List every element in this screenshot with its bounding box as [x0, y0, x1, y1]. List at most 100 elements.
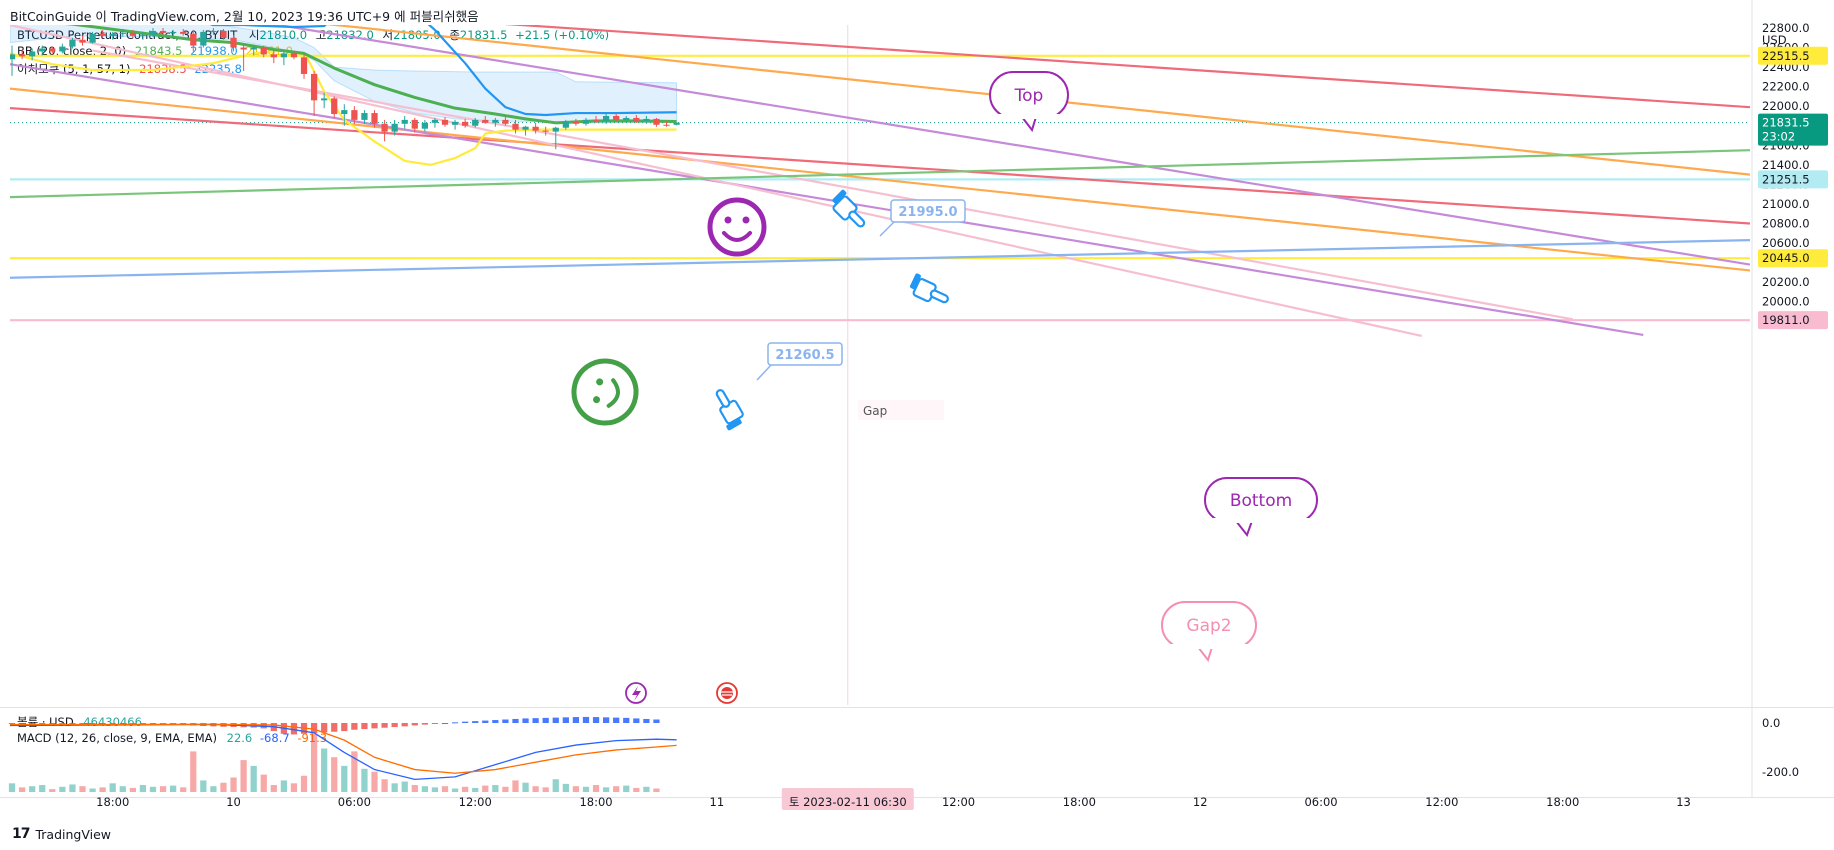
gap-label-bg — [858, 400, 944, 420]
candle-body-21 — [220, 30, 227, 38]
price-label-21995-text: 21995.0 — [898, 205, 957, 220]
time-tick-label: 13 — [1676, 795, 1691, 809]
macd-hist-bar-54 — [552, 717, 559, 723]
bottom-callout-tail-mask — [1211, 518, 1311, 523]
macd-hist-bar-33 — [341, 723, 348, 732]
volume-bar-46 — [472, 787, 479, 792]
volume-bar-50 — [512, 780, 519, 792]
volume-bar-57 — [582, 786, 590, 792]
price-tick-label: 22200.0 — [1762, 80, 1810, 94]
candle-body-10 — [109, 33, 116, 36]
macd-hist-bar-62 — [633, 718, 640, 723]
candle-body-13 — [139, 34, 147, 36]
volume-bar-40 — [411, 785, 418, 792]
macd-pane — [8, 716, 677, 792]
macd-hist-bar-51 — [522, 718, 529, 723]
candle-body-51 — [522, 126, 529, 130]
candle-body-7 — [79, 39, 86, 43]
price-badge-bg-3 — [1758, 249, 1828, 268]
volume-bar-15 — [159, 786, 167, 792]
candle-body-24 — [250, 47, 257, 50]
candle-body-66 — [673, 122, 680, 125]
macd-hist-bar-41 — [421, 723, 428, 725]
candle-body-48 — [492, 119, 499, 123]
macd-hist-bar-56 — [572, 717, 580, 723]
macd-hist-bar-60 — [613, 717, 620, 723]
candle-body-55 — [562, 121, 569, 128]
macd-hist-bar-49 — [502, 719, 509, 723]
trend-line-3 — [10, 87, 1750, 272]
green-smiley-icon — [571, 358, 639, 426]
top-callout-tail-mask — [996, 114, 1062, 119]
open-label: 시 — [249, 28, 260, 42]
candle-body-15 — [159, 30, 167, 33]
price-badge-label-3: 20445.0 — [1762, 251, 1810, 265]
candle-body-64 — [653, 118, 660, 125]
candle-body-29 — [300, 57, 308, 74]
macd-hist-bar-63 — [643, 718, 650, 723]
volume-bar-19 — [200, 780, 207, 792]
candle-body-43 — [441, 119, 449, 125]
trend-line-2 — [325, 25, 1750, 176]
volume-bar-36 — [371, 771, 378, 792]
volume-bar-29 — [300, 775, 308, 792]
price-badge-sub-1: 23:02 — [1762, 130, 1795, 144]
volume-bar-18 — [190, 751, 197, 792]
lightning-event-icon — [625, 682, 647, 704]
price-axis-unit: USD — [1762, 33, 1787, 47]
macd-hist-bar-8 — [89, 723, 96, 724]
volume-bar-6 — [69, 784, 76, 792]
hand-pointer-icon-2-finger — [929, 289, 949, 304]
macd-hist-bar-12 — [129, 723, 136, 724]
price-tick-label: 22000.0 — [1762, 99, 1810, 113]
volume-bar-52 — [532, 786, 539, 792]
price-badge-label-4: 19811.0 — [1762, 313, 1810, 327]
time-tick-label: 11 — [710, 795, 725, 809]
volume-bar-4 — [49, 789, 56, 792]
trend-line-7 — [92, 49, 1573, 321]
bb-lower-band — [10, 49, 677, 166]
volume-bar-1 — [18, 787, 26, 792]
volume-bar-41 — [421, 786, 428, 792]
candle-body-39 — [401, 119, 408, 124]
macd-hist-bar-7 — [79, 723, 86, 724]
volume-bar-10 — [109, 783, 116, 792]
tradingview-brand[interactable]: 17 TradingView — [12, 826, 111, 842]
ichimoku-label: 이치모쿠 (5, 1, 57, 1) — [17, 62, 131, 76]
bottom-callout: Bottom — [1204, 477, 1318, 538]
purple-smiley-icon-eye-left — [724, 216, 732, 224]
volume-bar-13 — [139, 785, 147, 792]
price-badge-bg-2 — [1758, 170, 1828, 189]
green-smiley-icon-eye-right — [596, 378, 604, 386]
price-badge-bg-1 — [1758, 113, 1828, 146]
price-tick-label: 20600.0 — [1762, 236, 1810, 250]
macd-hist-bar-10 — [109, 723, 116, 724]
candle-body-14 — [149, 30, 157, 35]
candle-body-49 — [502, 119, 509, 124]
low-label: 저 — [382, 28, 394, 42]
volume-bar-58 — [592, 785, 600, 792]
candle-body-18 — [190, 33, 197, 46]
bottom-callout-tail — [1235, 520, 1253, 538]
volume-bar-60 — [613, 786, 620, 792]
bottom-callout-text: Bottom — [1230, 491, 1292, 511]
candle-body-34 — [351, 110, 358, 120]
macd-hist-bar-58 — [592, 717, 600, 723]
volume-bar-23 — [240, 760, 247, 792]
trend-line-1 — [10, 107, 1750, 225]
volume-bar-33 — [341, 765, 348, 792]
candle-body-8 — [89, 33, 96, 43]
green-smiley-icon-outline — [571, 358, 639, 426]
macd-label: MACD (12, 26, close, 9, EMA, EMA) — [17, 731, 217, 745]
candle-body-12 — [129, 32, 136, 36]
volume-bar-20 — [210, 786, 217, 792]
macd-legend[interactable]: MACD (12, 26, close, 9, EMA, EMA) 22.6 -… — [17, 731, 327, 745]
macd-tick-label: -200.0 — [1762, 765, 1799, 779]
volume-bar-45 — [462, 786, 469, 792]
lightning-event-bolt — [632, 686, 641, 701]
time-tick-label: 18:00 — [1546, 795, 1579, 809]
macd-hist-bar-0 — [8, 723, 16, 724]
time-tick-label: 12:00 — [459, 795, 492, 809]
macd-hist-bar-31 — [321, 723, 328, 733]
